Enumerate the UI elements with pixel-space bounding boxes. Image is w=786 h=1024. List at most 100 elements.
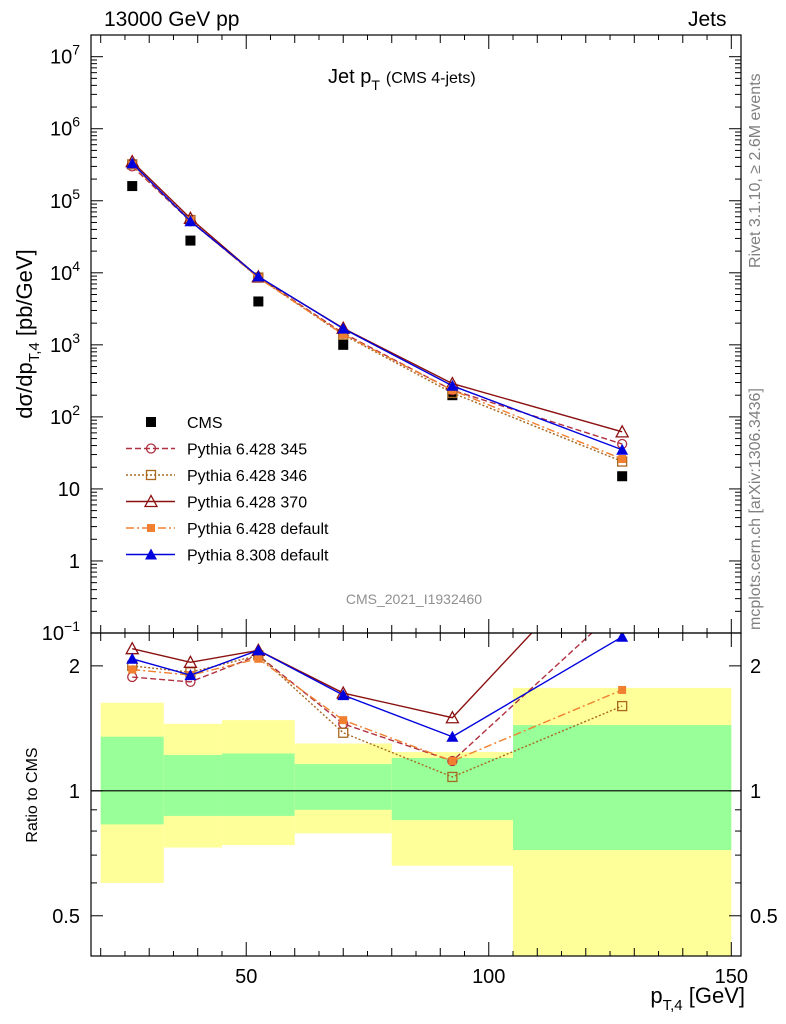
legend-label: Pythia 6.428 370	[187, 495, 307, 512]
data-point	[339, 716, 348, 725]
legend-entry: Pythia 8.308 default	[126, 548, 329, 565]
data-point	[143, 494, 159, 508]
series-pythia-6-428-345	[127, 161, 628, 450]
series-line	[132, 654, 623, 778]
data-point	[145, 443, 157, 454]
series-line	[132, 658, 623, 762]
legend-label: Pythia 8.308 default	[187, 548, 329, 565]
y-tick-label: 106	[50, 114, 80, 141]
data-point	[126, 157, 139, 169]
series-pythia-8-308-default	[126, 157, 629, 455]
data-point	[254, 654, 263, 663]
data-point	[616, 530, 628, 541]
chart-title: Jet pT (CMS 4-jets)	[328, 66, 476, 93]
ratio-axis-label: Ratio to CMS	[24, 747, 41, 842]
y-tick-label: 1	[69, 551, 80, 573]
uncertainty-bands	[100, 687, 732, 956]
data-point	[145, 548, 157, 560]
data-point	[183, 654, 198, 668]
stat-uncertainty-band	[391, 757, 514, 821]
legend-label: CMS	[187, 415, 223, 432]
series-cms	[127, 181, 628, 482]
series-line	[131, 162, 623, 451]
data-point	[338, 339, 349, 350]
x-tick-label: 150	[715, 966, 748, 988]
data-point	[617, 471, 628, 482]
data-point	[338, 727, 349, 738]
y-axis-label: dσ/dpT,4 [pb/GeV]	[12, 249, 43, 418]
data-point	[252, 644, 265, 656]
data-point	[339, 330, 348, 339]
series-pythia-6-428-370	[125, 154, 630, 438]
stat-uncertainty-band	[294, 764, 392, 810]
data-point	[253, 296, 264, 307]
x-tick-label: 100	[472, 966, 505, 988]
data-point	[445, 710, 460, 724]
data-point	[617, 700, 628, 712]
x-axis-label: pT,4 [GeV]	[650, 983, 745, 1014]
data-point	[618, 455, 627, 464]
data-point	[125, 641, 140, 655]
series-line	[131, 165, 623, 445]
data-point	[618, 685, 627, 694]
legend-entry: Pythia 6.428 346	[126, 468, 307, 485]
data-point	[337, 322, 350, 334]
y-tick-label: 107	[50, 42, 80, 69]
y-tick-label: 10−1	[42, 618, 80, 645]
series-line	[132, 636, 623, 738]
y-tick-label: 104	[50, 258, 80, 285]
data-point	[616, 443, 629, 455]
ratio-y-tick-label: 2	[69, 656, 80, 678]
legend-label: Pythia 6.428 345	[187, 442, 307, 459]
data-point	[128, 665, 137, 674]
series-line	[132, 633, 533, 719]
y-tick-label: 105	[50, 186, 80, 213]
data-point	[147, 524, 155, 532]
rivet-label: Rivet 3.1.10, ≥ 2.6M events	[747, 73, 764, 268]
data-point	[126, 652, 139, 664]
series-pythia-8-308-default	[126, 633, 629, 742]
legend-entry: Pythia 6.428 default	[126, 521, 329, 538]
data-point	[446, 379, 459, 391]
data-point	[447, 771, 458, 783]
ratio-y-tick-label: 2	[750, 656, 761, 678]
data-point	[185, 235, 196, 246]
data-point	[616, 633, 629, 642]
legend-entry: Pythia 6.428 370	[126, 494, 307, 512]
y-tick-label: 102	[50, 402, 80, 429]
data-point	[146, 417, 156, 427]
legend-label: Pythia 6.428 346	[187, 468, 307, 485]
legend: CMS Pythia 6.428 345 Pythia 6.428 346 Pythi…	[126, 415, 329, 565]
y-tick-label: 103	[50, 330, 80, 357]
series-group	[125, 154, 630, 482]
data-point	[145, 469, 157, 481]
data-point	[127, 181, 138, 192]
stat-uncertainty-band	[100, 736, 164, 825]
stat-uncertainty-band	[513, 725, 732, 851]
stat-uncertainty-band	[163, 754, 222, 816]
category-label: Jets	[688, 8, 727, 31]
data-point	[184, 215, 197, 227]
data-point	[615, 424, 630, 438]
data-point	[184, 669, 197, 681]
mcplots-label: mcplots.cern.ch [arXiv:1306.3436]	[747, 388, 764, 630]
legend-entry: Pythia 6.428 345	[126, 442, 307, 459]
series-line	[131, 161, 623, 433]
x-tick-label: 50	[235, 966, 257, 988]
main-frame	[90, 34, 742, 634]
y-tick-label: 10	[58, 479, 80, 501]
plot-frames	[90, 34, 742, 957]
data-point	[618, 601, 627, 610]
legend-entry: CMS	[146, 415, 223, 432]
data-point	[446, 730, 459, 742]
legend-label: Pythia 6.428 default	[187, 521, 329, 538]
ratio-frame	[90, 632, 742, 957]
data-point	[252, 270, 265, 282]
ratio-y-tick-label: 1	[750, 781, 761, 803]
analysis-label: CMS_2021_I1932460	[346, 591, 482, 607]
data-point	[337, 689, 350, 701]
data-point	[447, 755, 458, 767]
energy-label: 13000 GeV pp	[104, 8, 240, 31]
